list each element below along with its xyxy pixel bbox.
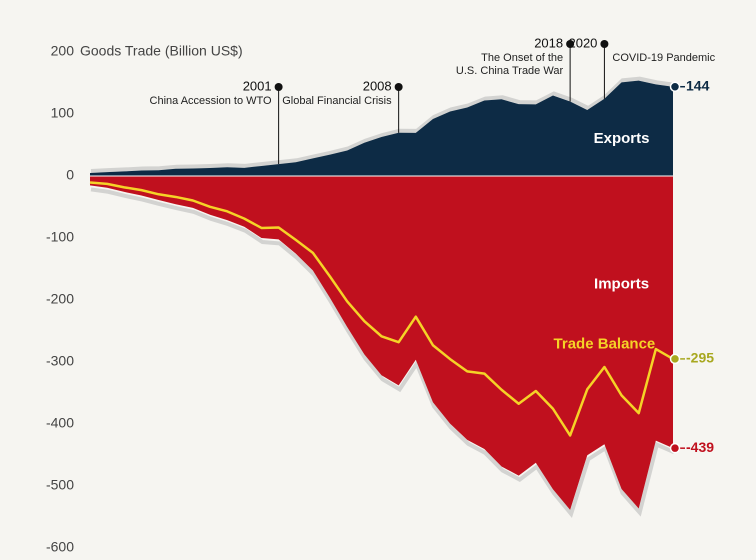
series-label: Imports xyxy=(594,275,649,292)
y-tick-label: 100 xyxy=(51,105,75,121)
y-tick-label: -200 xyxy=(46,291,74,307)
series-label: Trade Balance xyxy=(554,336,656,353)
y-tick-label: -400 xyxy=(46,415,74,431)
area-shadow xyxy=(90,187,675,518)
annotation-text: China Accession to WTO xyxy=(150,95,273,107)
y-axis-label: Goods Trade (Billion US$) xyxy=(80,43,243,59)
annotation-dot xyxy=(394,83,403,91)
y-tick-label: 0 xyxy=(66,167,74,183)
end-marker xyxy=(669,353,681,365)
area-shadow xyxy=(90,76,675,174)
series-label: Exports xyxy=(594,130,650,147)
balance-line xyxy=(89,181,674,437)
annotation-year: 2008 xyxy=(363,78,392,93)
end-label: 144 xyxy=(686,77,710,93)
annotation-year: 2020 xyxy=(568,35,597,50)
area xyxy=(90,80,673,176)
end-marker xyxy=(669,81,681,92)
end-label: -439 xyxy=(686,439,714,455)
annotation-year: 2018 xyxy=(534,35,563,50)
annotation-text: Global Financial Crisis xyxy=(282,95,392,107)
annotation-year: 2001 xyxy=(243,78,272,93)
end-marker xyxy=(669,442,681,454)
y-tick-label: -100 xyxy=(46,229,74,245)
end-label: -295 xyxy=(686,350,714,366)
annotation-text: The Onset of the xyxy=(481,52,563,64)
area xyxy=(90,176,673,510)
annotation-text: COVID-19 Pandemic xyxy=(612,52,715,64)
y-tick-label: -300 xyxy=(46,353,74,369)
annotation-dot xyxy=(566,40,575,48)
y-tick-label: -500 xyxy=(46,477,74,493)
y-tick-label: 200 xyxy=(51,43,75,59)
annotation-dot xyxy=(600,40,609,48)
annotation-text: U.S. China Trade War xyxy=(456,65,564,77)
annotation-dot xyxy=(274,83,283,91)
y-tick-label: -600 xyxy=(46,539,74,555)
